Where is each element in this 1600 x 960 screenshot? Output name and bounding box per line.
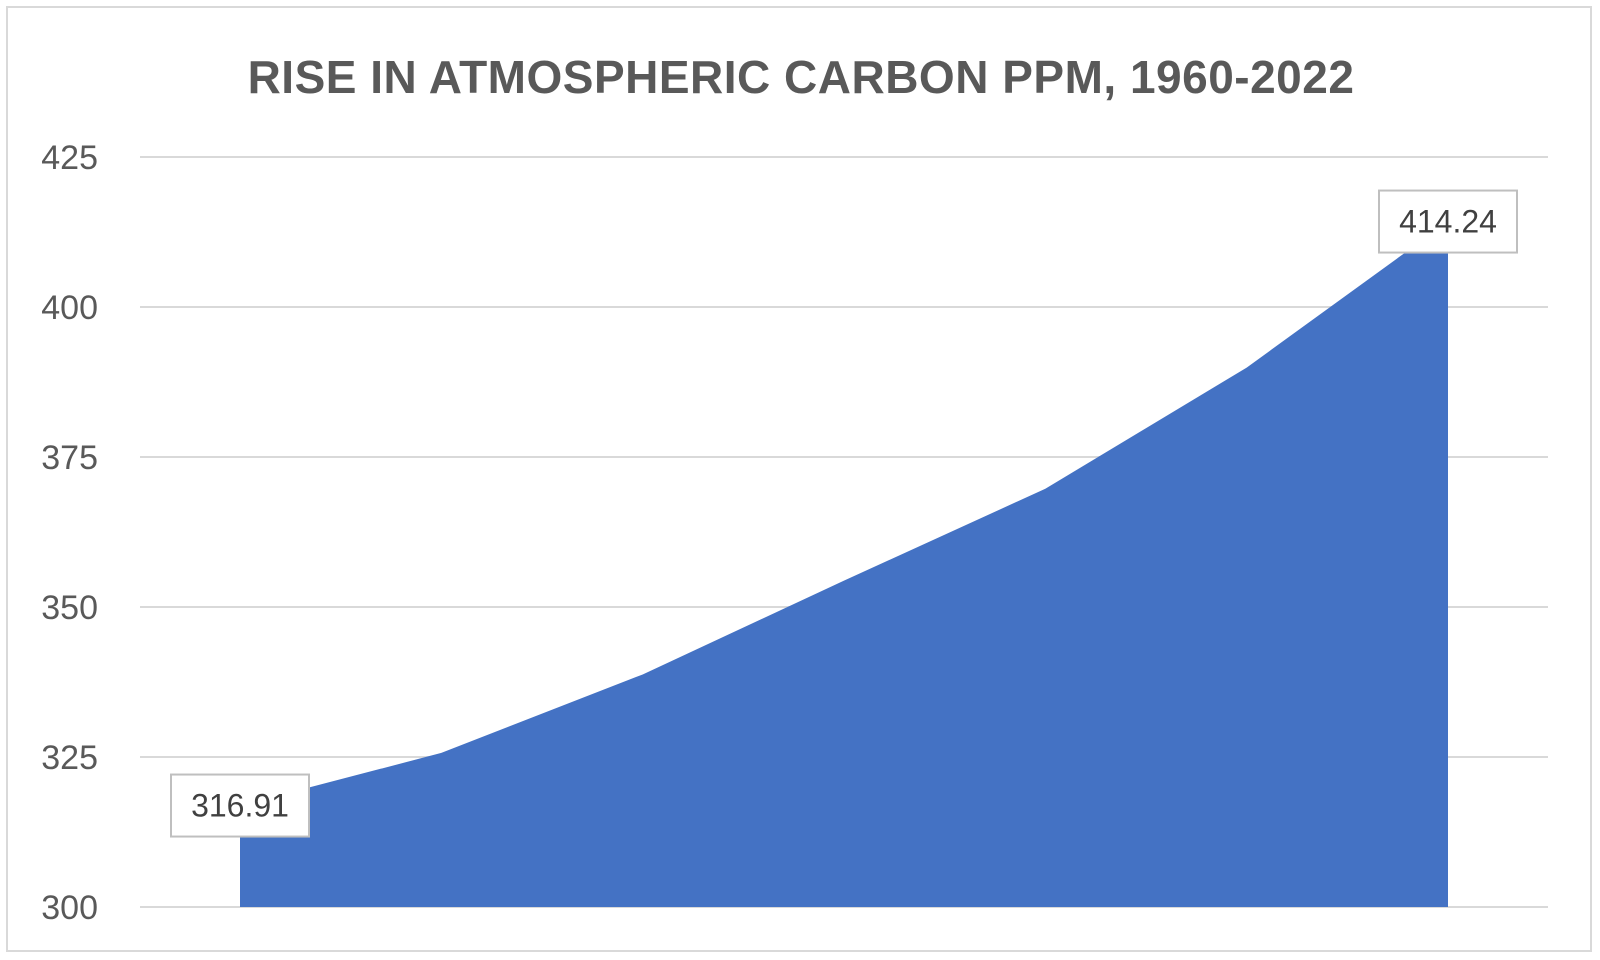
data-label-box	[1378, 189, 1518, 254]
data-label-box	[170, 773, 310, 838]
y-axis-ticks: 300 325 350 375 400 425	[41, 139, 98, 927]
data-label: 414.24	[1378, 189, 1518, 254]
y-tick-label: 375	[41, 439, 98, 477]
data-label-value: 316.91	[191, 788, 289, 824]
data-labels: 316.91 414.24	[170, 189, 1518, 838]
y-tick-label: 400	[41, 289, 98, 327]
y-tick-label: 425	[41, 139, 98, 177]
y-tick-label: 350	[41, 589, 98, 627]
data-label-value: 414.24	[1399, 204, 1497, 240]
data-label: 316.91	[170, 773, 310, 838]
y-tick-label: 300	[41, 889, 98, 927]
area-series	[240, 221, 1448, 907]
y-tick-label: 325	[41, 739, 98, 777]
area-fill	[240, 221, 1448, 907]
chart-title: RISE IN ATMOSPHERIC CARBON PPM, 1960-202…	[247, 51, 1355, 103]
